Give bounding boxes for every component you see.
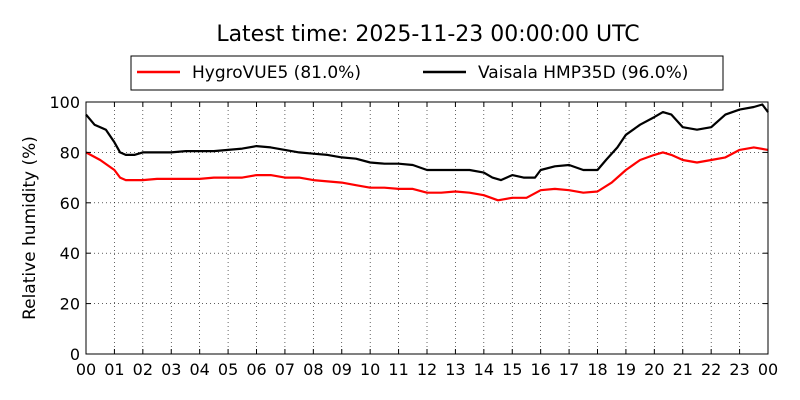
chart-title: Latest time: 2025-11-23 00:00:00 UTC	[216, 22, 639, 47]
x-tick-label: 19	[616, 360, 636, 379]
y-tick-label: 20	[60, 295, 80, 314]
x-tick-label: 02	[133, 360, 153, 379]
y-tick-label: 60	[60, 194, 80, 213]
x-tick-labels: 00 01 02 03 04 05 06 07 08 09 10 11 12 13 14 15 16 17 18 19…	[76, 360, 778, 379]
y-tick-label: 0	[70, 345, 80, 364]
y-tick-label: 100	[49, 93, 80, 112]
x-tick-label: 14	[474, 360, 494, 379]
x-tick-label: 03	[161, 360, 181, 379]
x-tick-label: 04	[189, 360, 209, 379]
x-tick-label: 01	[104, 360, 124, 379]
series-group	[85, 103, 769, 202]
x-tick-label: 15	[502, 360, 522, 379]
ticks	[85, 101, 769, 355]
x-tick-label: 10	[360, 360, 380, 379]
x-tick-label: 08	[303, 360, 323, 379]
x-tick-label: 11	[388, 360, 408, 379]
x-tick-label: 06	[246, 360, 266, 379]
grid	[86, 102, 768, 354]
legend: HygroVUE5 (81.0%) Vaisala HMP35D (96.0%)	[130, 55, 724, 91]
y-tick-label: 40	[60, 244, 80, 263]
x-tick-label: 05	[218, 360, 238, 379]
y-axis-label: Relative humidity (%)	[20, 136, 40, 320]
x-tick-label: 22	[701, 360, 721, 379]
plot-frame	[85, 101, 769, 355]
x-tick-label: 00	[76, 360, 96, 379]
series-line-hygrovue5	[85, 146, 769, 202]
legend-label-vaisala: Vaisala HMP35D (96.0%)	[478, 63, 688, 83]
x-tick-label: 00	[758, 360, 778, 379]
x-tick-label: 20	[644, 360, 664, 379]
x-tick-label: 23	[729, 360, 749, 379]
x-tick-label: 09	[332, 360, 352, 379]
y-tick-labels: 0 20 40 60 80 100	[49, 93, 80, 364]
x-tick-label: 18	[587, 360, 607, 379]
x-tick-label: 21	[673, 360, 693, 379]
series-line-vaisala-hmp35d	[85, 103, 769, 182]
x-tick-label: 16	[530, 360, 550, 379]
y-tick-label: 80	[60, 143, 80, 162]
x-tick-label: 12	[417, 360, 437, 379]
legend-label-hygrovue5: HygroVUE5 (81.0%)	[192, 63, 361, 83]
x-tick-label: 13	[445, 360, 465, 379]
x-tick-label: 17	[559, 360, 579, 379]
x-tick-label: 07	[275, 360, 295, 379]
